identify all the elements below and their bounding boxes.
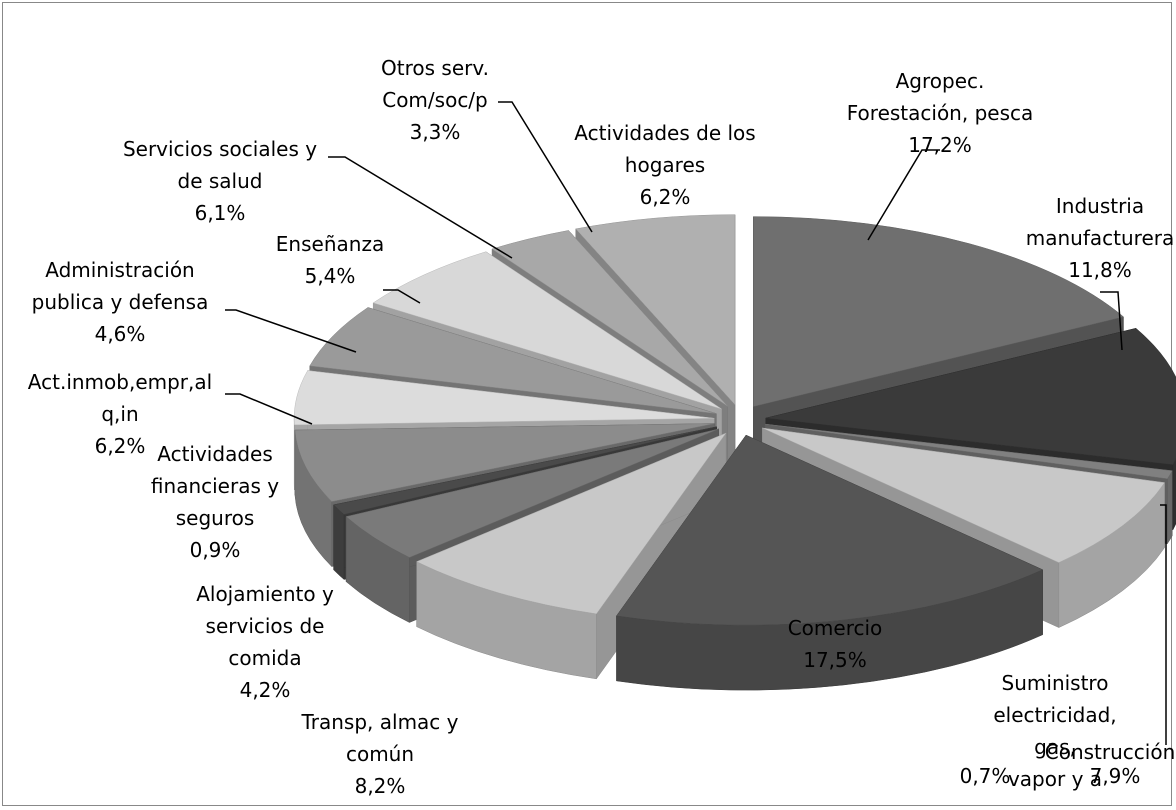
leader-line xyxy=(328,156,513,259)
value-label: 0,9% xyxy=(189,538,241,562)
slice-label: Actividades financieras y seguros xyxy=(150,442,280,530)
slice xyxy=(616,434,1044,626)
slice xyxy=(294,423,715,502)
slice-label: Transp, almac y común xyxy=(301,710,459,766)
slice-label: Industria manufacturera xyxy=(1025,194,1175,250)
value-label: 8,2% xyxy=(354,774,406,798)
value-label: 4,2% xyxy=(239,678,291,702)
slice xyxy=(765,328,1176,465)
value-label: 6,2% xyxy=(639,185,691,209)
slice-side xyxy=(333,504,345,581)
slice-label: Servicios sociales y de salud xyxy=(122,137,318,193)
value-label: 5,4% xyxy=(304,264,356,288)
slice-label: Administración publica y defensa xyxy=(31,258,209,314)
value-label: 6,2% xyxy=(94,434,146,458)
slice-label: Enseñanza xyxy=(275,232,385,256)
value-label: 0,7% xyxy=(959,764,1011,788)
slice-label: Actividades de los hogares xyxy=(574,121,756,177)
slice-label: Agropec. Forestación, pesca xyxy=(846,69,1034,125)
leader-line xyxy=(867,149,940,241)
value-label: 3,3% xyxy=(409,120,461,144)
slice xyxy=(345,428,719,558)
slice xyxy=(765,423,1173,480)
leader-line xyxy=(225,309,357,353)
value-label: 17,2% xyxy=(908,133,972,157)
value-label: 7,9% xyxy=(1089,764,1141,788)
leader-line xyxy=(1100,291,1123,351)
slice-side xyxy=(1172,458,1176,531)
value-label: 17,5% xyxy=(803,648,867,672)
leader-line xyxy=(1160,504,1167,745)
slice-side xyxy=(1167,469,1173,545)
value-label: 4,6% xyxy=(94,322,146,346)
slice-label: Construcción xyxy=(1044,740,1176,764)
leader-line xyxy=(498,101,593,233)
slice xyxy=(762,427,1166,563)
value-label: 11,8% xyxy=(1068,258,1132,282)
leader-line xyxy=(225,393,313,425)
slice xyxy=(575,214,736,406)
slice-label: Otros serv. Com/soc/p xyxy=(381,56,489,112)
slice xyxy=(753,216,1125,407)
value-label: 6,1% xyxy=(194,201,246,225)
slice-label: Comercio xyxy=(787,616,883,640)
slice-label: Alojamiento y servicios de comida xyxy=(196,582,334,670)
slice xyxy=(416,432,727,615)
leader-line xyxy=(383,289,421,304)
slice-label: Act.inmob,empr,al q,in xyxy=(27,370,213,426)
slice xyxy=(293,370,715,426)
slice xyxy=(333,426,717,515)
slice xyxy=(372,251,722,410)
slice-label: Suministro electricidad, gas, vapor y a xyxy=(993,671,1117,791)
slice xyxy=(309,307,717,414)
slice xyxy=(491,230,728,407)
